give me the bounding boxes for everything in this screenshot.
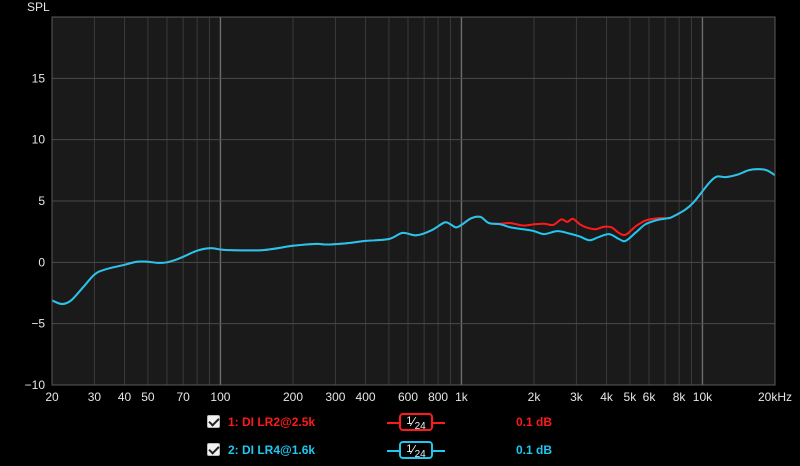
plot-border [51,16,776,386]
x-tick-label: 30 [88,390,102,404]
y-tick-label: 15 [32,71,46,85]
x-tick-label: 50 [141,390,155,404]
legend-item-1[interactable]: 1: DI LR2@2.5k 1⁄24 0.1 dB [0,412,800,432]
series-lines [51,168,776,305]
series-1-offset[interactable]: 0.1 dB [516,415,553,429]
x-tick-label: 600 [398,390,418,404]
x-tick-label: 100 [210,390,230,404]
y-tick-label: −10 [25,378,46,392]
y-axis-label: SPL [27,0,50,14]
x-tick-label: 20kHz [758,390,792,404]
x-tick-label: 10k [693,390,713,404]
series-2-smoothing-numerator: 1 [406,443,413,455]
series-2-checkbox[interactable] [207,443,220,456]
series-2-offset[interactable]: 0.1 dB [516,443,553,457]
x-tick-label: 3k [570,390,584,404]
series-2-smoothing-button[interactable]: 1⁄24 [399,441,433,460]
spl-chart: 20 30 40 50 70 100 200 300 400 600 800 1k 2k 3k 4k 5k 6k… [25,0,792,404]
x-tick-label: 5k [624,390,638,404]
x-tick-label: 400 [356,390,376,404]
series-1-checkbox[interactable] [207,415,220,428]
series-1-smoothing-button[interactable]: 1⁄24 [399,413,433,432]
x-axis-ticks: 20 30 40 50 70 100 200 300 400 600 800 1k 2k 3k 4k 5k 6k… [45,390,792,404]
x-tick-label: 300 [325,390,345,404]
series-1-smoothing-numerator: 1 [406,415,413,427]
x-tick-label: 4k [600,390,614,404]
x-tick-label: 40 [118,390,132,404]
y-tick-label: 10 [32,133,46,147]
series-1-smoothing-denominator: 24 [414,421,426,432]
x-tick-label: 200 [283,390,303,404]
x-tick-label: 1k [455,390,469,404]
y-axis-ticks: 15 10 5 0 −5 −10 [25,71,46,392]
series-2-label: 2: DI LR4@1.6k [228,443,316,457]
series-1-label: 1: DI LR2@2.5k [228,415,316,429]
legend: 1: DI LR2@2.5k 1⁄24 0.1 dB 2: DI LR4@1.6… [0,410,800,466]
series-2-line [51,168,776,305]
x-tick-label: 20 [45,390,59,404]
y-tick-label: 5 [38,194,45,208]
x-tick-label: 70 [176,390,190,404]
x-tick-label: 800 [428,390,448,404]
x-tick-label: 8k [673,390,687,404]
x-tick-label: 2k [528,390,542,404]
legend-item-2[interactable]: 2: DI LR4@1.6k 1⁄24 0.1 dB [0,440,800,460]
x-tick-label: 6k [643,390,657,404]
y-tick-label: 0 [38,255,45,269]
series-2-smoothing-denominator: 24 [414,449,426,460]
y-tick-label: −5 [31,317,45,331]
